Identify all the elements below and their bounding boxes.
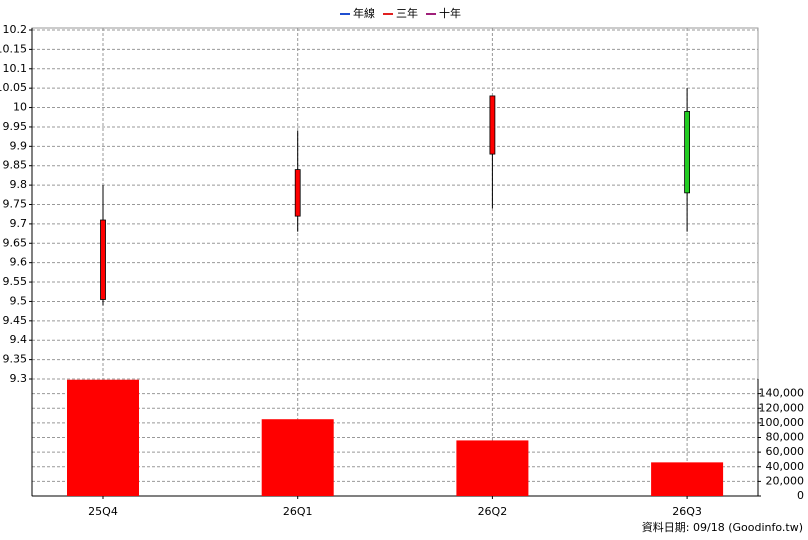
y-tick-label: 10.05 [0,81,27,94]
y-tick-label: 9.3 [10,372,28,385]
legend-label: 十年 [439,6,461,20]
y-tick-label: 9.55 [3,275,28,288]
y2-tick-label: 40,000 [766,460,805,473]
plot-frame [31,27,759,497]
y-tick-label: 9.35 [3,353,28,366]
y-tick-label: 9.7 [10,217,28,230]
y2-tick-label: 140,000 [759,387,805,400]
legend-label: 三年 [396,6,418,20]
volume-bar [456,440,529,496]
volume-bar [261,419,334,496]
y-tick-label: 9.85 [3,159,28,172]
y-tick-label: 10.15 [0,42,27,55]
y2-tick-label: 0 [797,489,804,502]
legend-label: 年線 [353,6,375,20]
y2-tick-label: 60,000 [766,445,805,458]
x-tick-label: 25Q4 [88,505,118,518]
volume-bar [651,462,724,496]
y-tick-label: 9.45 [3,314,28,327]
y-tick-label: 10 [13,101,27,114]
candle-body [489,95,496,155]
y-tick-label: 9.65 [3,236,28,249]
y2-tick-label: 20,000 [766,474,805,487]
x-tick-label: 26Q2 [478,505,508,518]
footer: 資料日期: 09/18 (Goodinfo.tw) [642,520,803,534]
y-tick-label: 9.6 [10,256,28,269]
y-tick-label: 10.2 [3,23,28,36]
candle-body [294,169,301,217]
y-tick-label: 9.4 [10,333,28,346]
candle-body [100,219,106,300]
y2-tick-label: 120,000 [759,401,805,414]
y-tick-label: 9.9 [10,139,28,152]
volume-bar [67,379,139,496]
y-tick-label: 9.8 [10,178,28,191]
x-tick-label: 26Q3 [672,505,702,518]
y-tick-label: 10.1 [3,62,28,75]
candle-body [684,111,690,194]
y-tick-label: 9.75 [3,198,28,211]
y2-tick-label: 80,000 [766,431,805,444]
x-tick-label: 26Q1 [283,505,313,518]
y-tick-label: 9.95 [3,120,28,133]
y2-tick-label: 100,000 [759,416,805,429]
y-tick-label: 9.5 [10,294,28,307]
